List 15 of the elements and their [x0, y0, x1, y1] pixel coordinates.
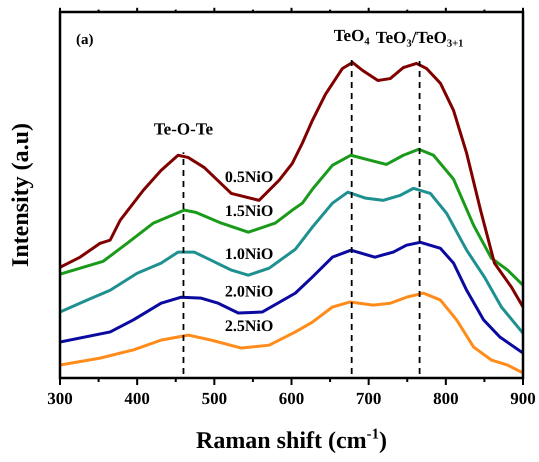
x-tick-label: 400: [124, 389, 150, 408]
x-tick-label: 700: [356, 389, 382, 408]
series-label: 2.5NiO: [224, 318, 274, 336]
x-tick-label: 900: [510, 389, 536, 408]
series-label: 2.0NiO: [224, 284, 274, 301]
series-label: 1.0NiO: [224, 246, 274, 263]
x-tick-label: 300: [47, 389, 73, 408]
x-tick-label: 800: [433, 389, 459, 408]
series-label: 1.5NiO: [224, 202, 274, 220]
x-tick-label: 500: [202, 389, 228, 408]
series-label: 0.5NiO: [224, 168, 274, 186]
y-axis-title: Intensity (a.u): [8, 122, 34, 268]
x-tick-label: 600: [278, 389, 304, 408]
ref-line-label: Te-O-Te: [154, 119, 214, 138]
text: (a): [76, 32, 94, 48]
